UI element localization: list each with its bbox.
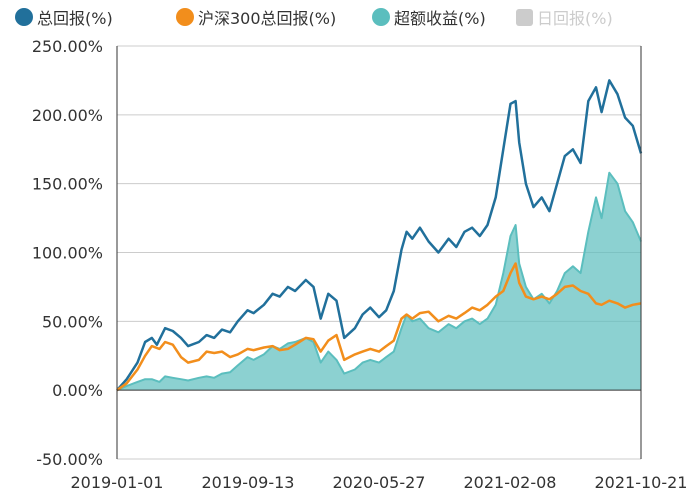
legend-marker-square-icon bbox=[516, 8, 533, 26]
x-tick-label: 2021-02-08 bbox=[464, 473, 557, 492]
x-tick-label: 2020-05-27 bbox=[333, 473, 426, 492]
legend-label: 总回报(%) bbox=[37, 9, 113, 28]
x-tick-label: 2021-10-21 bbox=[595, 473, 688, 492]
legend-item-excess-return[interactable]: 超额收益(%) bbox=[372, 6, 486, 28]
series-line-csi300-return bbox=[116, 262, 642, 392]
legend-marker-circle-icon bbox=[15, 8, 33, 26]
series-area-excess-return bbox=[117, 172, 641, 391]
x-tick-label: 2019-09-13 bbox=[202, 473, 295, 492]
legend-item-total-return[interactable]: 总回报(%) bbox=[15, 6, 113, 28]
y-tick-label: 200.00% bbox=[32, 106, 103, 125]
legend-marker-circle-icon bbox=[176, 8, 194, 26]
y-tick-label: 250.00% bbox=[32, 37, 103, 56]
x-tick-label: 2019-01-01 bbox=[71, 473, 164, 492]
legend-label: 超额收益(%) bbox=[394, 9, 486, 28]
series-line-total-return bbox=[116, 79, 643, 392]
legend-label: 日回报(%) bbox=[537, 9, 613, 28]
y-tick-label: 0.00% bbox=[52, 381, 103, 400]
y-tick-label: 150.00% bbox=[32, 175, 103, 194]
y-tick-label: -50.00% bbox=[36, 450, 103, 469]
y-tick-label: 100.00% bbox=[32, 244, 103, 263]
y-tick-label: 50.00% bbox=[42, 312, 103, 331]
y-axis-tick-labels: 250.00% 200.00% 150.00% 100.00% 50.00% 0.00% -… bbox=[32, 37, 103, 469]
axes bbox=[116, 46, 642, 459]
chart-legend: 总回报(%) 沪深300总回报(%) 超额收益(%) 日回报(%) bbox=[0, 6, 688, 28]
legend-marker-circle-icon bbox=[372, 8, 390, 26]
legend-item-daily-return[interactable]: 日回报(%) bbox=[516, 6, 613, 28]
legend-label: 沪深300总回报(%) bbox=[198, 9, 337, 28]
legend-item-csi300-return[interactable]: 沪深300总回报(%) bbox=[176, 6, 336, 28]
grid-lines bbox=[117, 45, 641, 460]
x-axis-tick-labels: 2019-01-01 2019-09-13 2020-05-27 2021-02-08… bbox=[71, 473, 688, 492]
series-layer bbox=[116, 79, 643, 392]
series-line-excess-return bbox=[116, 171, 642, 392]
